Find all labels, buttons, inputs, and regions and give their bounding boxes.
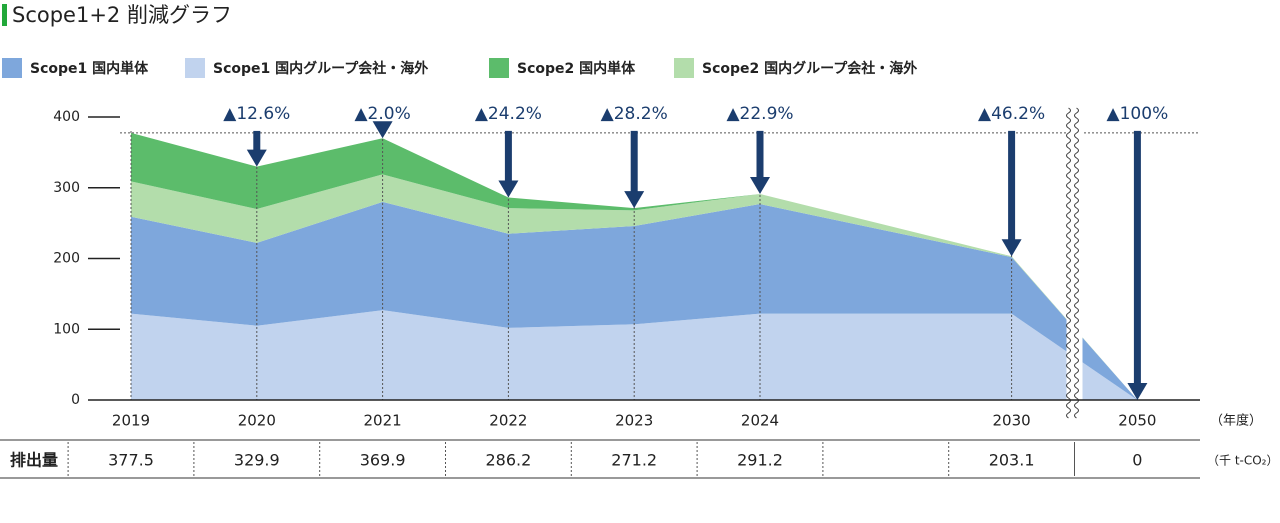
legend-label: Scope1 国内グループ会社・海外: [213, 60, 428, 77]
annotation: ▲12.6%: [223, 104, 290, 124]
x-unit: （年度）: [1210, 413, 1262, 429]
x-tick-label: 2022: [489, 412, 527, 430]
annotation: ▲100%: [1107, 104, 1169, 124]
table-value: 377.5: [108, 451, 154, 470]
arrow-head: [1001, 239, 1022, 257]
legend-swatch: [674, 58, 694, 78]
title-bar: [2, 4, 7, 26]
x-tick-label: 2024: [741, 412, 779, 430]
table-value: 369.9: [360, 451, 406, 470]
legend-label: Scope2 国内グループ会社・海外: [702, 60, 917, 77]
y-tick-label: 300: [53, 180, 80, 196]
axis-break-line: [1074, 107, 1079, 419]
x-tick-label: 2030: [993, 412, 1031, 430]
chart-title: Scope1+2 削減グラフ: [12, 3, 232, 27]
annotation: ▲28.2%: [601, 104, 668, 124]
x-tick-label: 2021: [364, 412, 402, 430]
axis-break: [1066, 108, 1083, 413]
legend-swatch: [489, 58, 509, 78]
x-tick-label: 2050: [1118, 412, 1156, 430]
arrow-head: [372, 121, 393, 139]
table-label: 排出量: [10, 451, 58, 470]
annotation: ▲24.2%: [475, 104, 542, 124]
annotation: ▲2.0%: [354, 104, 410, 124]
arrow-head: [624, 191, 645, 209]
table-value: 291.2: [737, 451, 783, 470]
legend-swatch: [185, 58, 205, 78]
annotation: ▲22.9%: [726, 104, 793, 124]
axis-break-line: [1066, 107, 1071, 419]
table-value: 286.2: [485, 451, 531, 470]
y-tick-label: 200: [53, 251, 80, 267]
arrow-head: [750, 176, 770, 194]
table-value: 0: [1132, 451, 1142, 470]
x-tick-label: 2023: [615, 412, 653, 430]
legend-label: Scope2 国内単体: [517, 60, 636, 77]
table-value: 203.1: [989, 451, 1035, 470]
table-value: 271.2: [611, 451, 657, 470]
totals-unit: （千 t-CO₂）: [1207, 454, 1279, 468]
x-tick-label: 2019: [112, 412, 150, 430]
y-tick-label: 0: [71, 392, 80, 408]
y-tick-label: 100: [53, 321, 80, 337]
arrow-head: [246, 149, 267, 167]
x-tick-label: 2020: [238, 412, 276, 430]
arrow-head: [1127, 383, 1148, 400]
legend-swatch: [2, 58, 22, 78]
table-value: 329.9: [234, 451, 280, 470]
annotation: ▲46.2%: [978, 104, 1045, 124]
arrow-head: [498, 180, 519, 198]
y-tick-label: 400: [53, 109, 80, 125]
legend-label: Scope1 国内単体: [30, 60, 149, 77]
